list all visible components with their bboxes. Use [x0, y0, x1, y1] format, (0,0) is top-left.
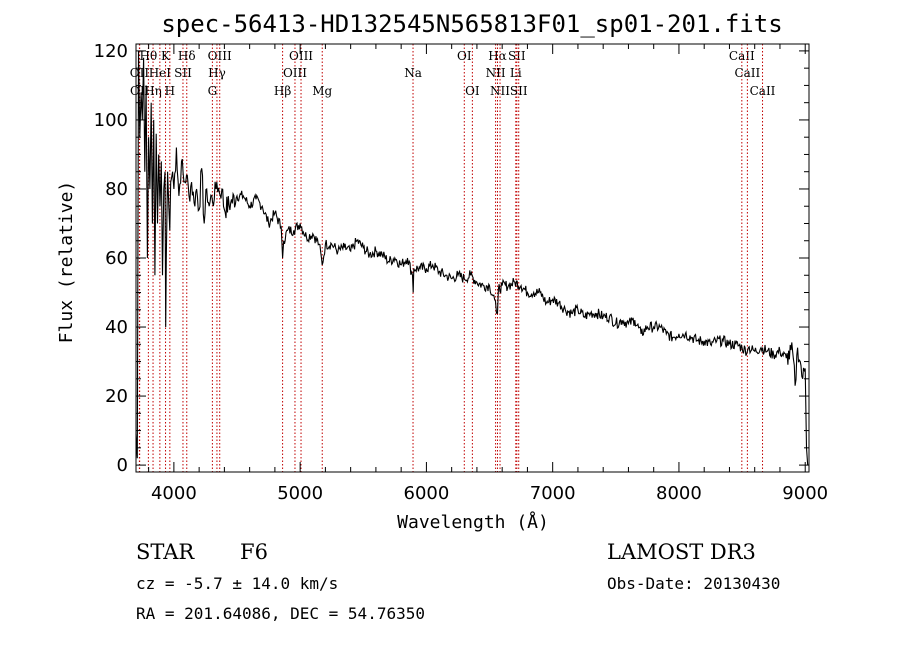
spectral-line-label: Na	[404, 66, 422, 80]
series-layer	[135, 50, 809, 466]
spectral-line-label: SII	[174, 66, 192, 80]
y-tick-label: 20	[105, 386, 128, 407]
x-tick-label: 5000	[277, 483, 323, 504]
redshift-text: cz = -5.7 ± 14.0 km/s	[136, 574, 339, 593]
spectral-line-label: Hγ	[208, 66, 226, 80]
spectral-line-label: OIII	[283, 66, 307, 80]
spectral-line-label: OIII	[289, 49, 313, 63]
spectral-line-label: CaII	[750, 84, 776, 98]
spectral-line-label: CaII	[734, 66, 760, 80]
spectral-line-label: Hα	[488, 49, 507, 63]
spectral-line-label: OIII	[208, 49, 232, 63]
spectral-line-label: SII	[508, 49, 526, 63]
x-tick-label: 7000	[530, 483, 576, 504]
ticks-layer: 4000 5000 6000 7000 8000 9000 0 20 40 60 80 100 120	[94, 41, 828, 504]
spectral-line-label: OI	[457, 49, 472, 63]
spectral-line-label: CaII	[729, 49, 755, 63]
spectral-line-label: SII	[510, 84, 528, 98]
spectral-line-label: K	[161, 49, 171, 63]
spectral-line-label: OII	[130, 84, 150, 98]
spectral-line-label: Hδ	[178, 49, 196, 63]
flux-series-line	[135, 50, 809, 466]
spectral-line-label: H	[165, 84, 175, 98]
y-axis-label: Flux (relative)	[56, 181, 77, 344]
x-tick-label: 9000	[782, 483, 828, 504]
x-tick-label: 4000	[151, 483, 197, 504]
y-tick-label: 40	[105, 317, 128, 338]
y-tick-label: 100	[94, 110, 128, 131]
x-tick-label: 6000	[404, 483, 450, 504]
y-tick-label: 60	[105, 248, 128, 269]
spectral-line-label: NII	[486, 66, 506, 80]
spectral-line-label: OI	[465, 84, 480, 98]
spectral-line-label: Hβ	[274, 84, 291, 98]
x-tick-label: 8000	[656, 483, 702, 504]
y-tick-label: 80	[105, 179, 128, 200]
spectral-line-label: HeI	[149, 66, 172, 80]
spectral-line-label: Hη	[144, 84, 162, 98]
spectral-line-label: Mg	[312, 84, 332, 98]
object-class: STAR	[136, 540, 195, 564]
y-tick-label: 0	[117, 455, 128, 476]
survey-name: LAMOST DR3	[607, 540, 756, 564]
spectral-line-label: G	[208, 84, 218, 98]
y-tick-label: 120	[94, 41, 128, 62]
object-subclass: F6	[240, 540, 268, 564]
spectral-line-label: NII	[490, 84, 510, 98]
spectral-line-label: Li	[510, 66, 522, 80]
obs-date: Obs-Date: 20130430	[607, 574, 781, 593]
coordinates-text: RA = 201.64086, DEC = 54.76350	[136, 604, 425, 623]
chart-title: spec-56413-HD132545N565813F01_sp01-201.f…	[161, 10, 782, 38]
x-axis-label: Wavelength (Å)	[397, 511, 549, 533]
